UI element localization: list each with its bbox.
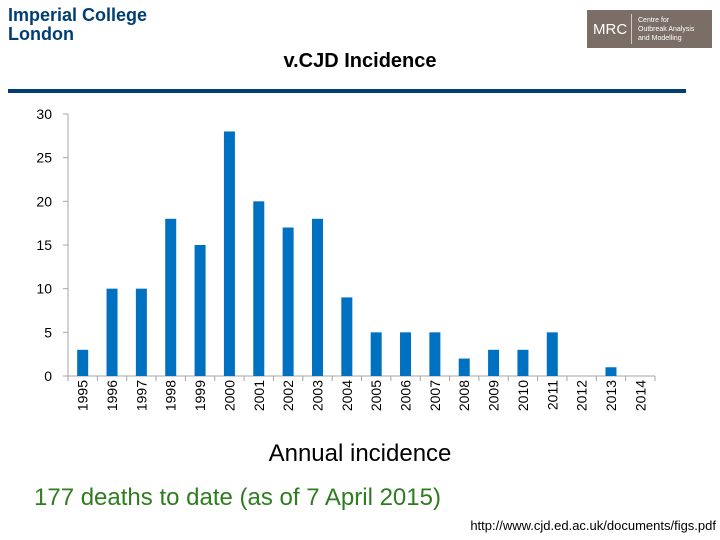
bar-2005 <box>370 332 382 376</box>
y-tick-label: 0 <box>44 368 52 384</box>
x-tick-label-1997: 1997 <box>133 380 149 411</box>
x-tick-label-2000: 2000 <box>221 380 237 411</box>
bar-2011 <box>546 332 558 376</box>
source-link[interactable]: http://www.cjd.ed.ac.uk/documents/figs.p… <box>470 518 716 533</box>
x-tick-label-2004: 2004 <box>339 380 355 411</box>
bar-1997 <box>135 288 147 376</box>
mrc-logo: MRC Centre for Outbreak Analysis and Mod… <box>587 10 712 48</box>
mrc-letters: MRC <box>593 20 628 38</box>
bar-1999 <box>194 245 206 376</box>
logo-line-2: London <box>8 24 74 44</box>
bar-2009 <box>488 349 500 376</box>
y-tick-label: 5 <box>44 324 52 340</box>
bar-2010 <box>517 349 529 376</box>
y-tick-label: 30 <box>36 106 52 122</box>
y-tick-label: 25 <box>36 150 52 166</box>
x-tick-label-1995: 1995 <box>75 380 91 411</box>
bar-2004 <box>341 297 353 376</box>
x-tick-label-1998: 1998 <box>163 380 179 411</box>
mrc-line-2: Outbreak Analysis <box>638 25 695 33</box>
mrc-line-3: and Modelling <box>638 34 682 42</box>
deaths-note: 177 deaths to date (as of 7 April 2015) <box>34 484 441 511</box>
chart-subtitle: Annual incidence <box>268 440 452 467</box>
x-tick-label-2010: 2010 <box>515 380 531 411</box>
mrc-text: Centre for Outbreak Analysis and Modelli… <box>638 16 694 43</box>
mrc-line-1: Centre for <box>638 16 670 24</box>
x-tick-label-1999: 1999 <box>192 380 208 411</box>
bar-2007 <box>429 332 441 376</box>
x-tick-label-2009: 2009 <box>486 380 502 411</box>
bar-2008 <box>458 358 470 376</box>
x-tick-label-2012: 2012 <box>574 380 590 411</box>
x-tick-label-1996: 1996 <box>104 380 120 411</box>
bar-2013 <box>605 367 617 376</box>
x-tick-label-2008: 2008 <box>456 380 472 411</box>
bar-1995 <box>77 349 89 376</box>
x-tick-label-2001: 2001 <box>251 380 267 411</box>
x-tick-label-2005: 2005 <box>368 380 384 411</box>
bar-2006 <box>400 332 412 376</box>
x-tick-label-2014: 2014 <box>632 380 648 411</box>
x-tick-label-2011: 2011 <box>544 380 560 410</box>
x-tick-label-2013: 2013 <box>603 380 619 411</box>
x-tick-label-2006: 2006 <box>398 380 414 411</box>
x-tick-label-2003: 2003 <box>309 380 325 411</box>
imperial-college-logo: Imperial College London <box>8 6 147 44</box>
x-tick-label-2002: 2002 <box>280 380 296 411</box>
y-tick-label: 10 <box>36 281 52 297</box>
slide-title: v.CJD Incidence <box>283 50 437 72</box>
mrc-divider <box>631 14 632 44</box>
logo-line-1: Imperial College <box>8 5 148 25</box>
y-tick-label: 15 <box>36 237 52 253</box>
title-rule <box>8 89 686 93</box>
bar-1996 <box>106 288 118 376</box>
bar-2002 <box>282 227 294 376</box>
bar-1998 <box>165 218 177 376</box>
y-tick-label: 20 <box>36 193 52 209</box>
bar-2001 <box>253 201 265 376</box>
x-tick-label-2007: 2007 <box>427 380 443 411</box>
bar-2000 <box>223 131 235 376</box>
bar-2003 <box>311 218 323 376</box>
